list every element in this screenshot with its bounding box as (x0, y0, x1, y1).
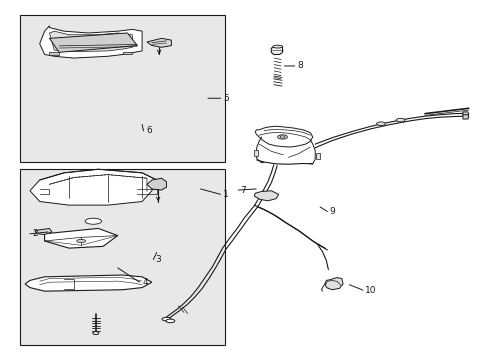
Polygon shape (49, 52, 59, 55)
Polygon shape (255, 126, 312, 147)
Text: 4: 4 (142, 278, 147, 287)
Polygon shape (462, 112, 468, 116)
Polygon shape (325, 278, 342, 290)
Ellipse shape (272, 45, 282, 48)
Polygon shape (254, 149, 258, 156)
Text: 3: 3 (156, 255, 161, 264)
Text: 10: 10 (365, 285, 376, 294)
Ellipse shape (85, 218, 102, 224)
Polygon shape (44, 228, 118, 248)
Polygon shape (147, 39, 171, 47)
Polygon shape (147, 178, 166, 190)
Polygon shape (271, 45, 282, 54)
Polygon shape (315, 153, 319, 159)
Ellipse shape (77, 239, 85, 243)
Bar (20, 15, 224, 162)
Ellipse shape (395, 118, 404, 122)
Text: 6: 6 (146, 126, 151, 135)
Ellipse shape (89, 220, 97, 223)
Polygon shape (30, 169, 157, 205)
Polygon shape (49, 33, 137, 52)
Ellipse shape (93, 332, 99, 334)
Ellipse shape (165, 319, 174, 323)
Text: 7: 7 (240, 185, 246, 194)
Ellipse shape (376, 122, 385, 126)
Ellipse shape (162, 318, 170, 321)
Polygon shape (462, 115, 468, 119)
Polygon shape (122, 51, 132, 54)
Polygon shape (254, 191, 278, 201)
Polygon shape (49, 31, 132, 51)
Polygon shape (35, 228, 52, 234)
Text: 8: 8 (297, 62, 302, 71)
Text: 1: 1 (223, 190, 228, 199)
Text: 5: 5 (223, 94, 228, 103)
Ellipse shape (280, 136, 285, 138)
Bar (20, 169, 224, 345)
Ellipse shape (277, 135, 287, 139)
Text: 9: 9 (329, 207, 335, 216)
Ellipse shape (87, 219, 99, 224)
Text: 2: 2 (32, 229, 38, 238)
Polygon shape (40, 26, 142, 58)
Polygon shape (25, 275, 152, 291)
